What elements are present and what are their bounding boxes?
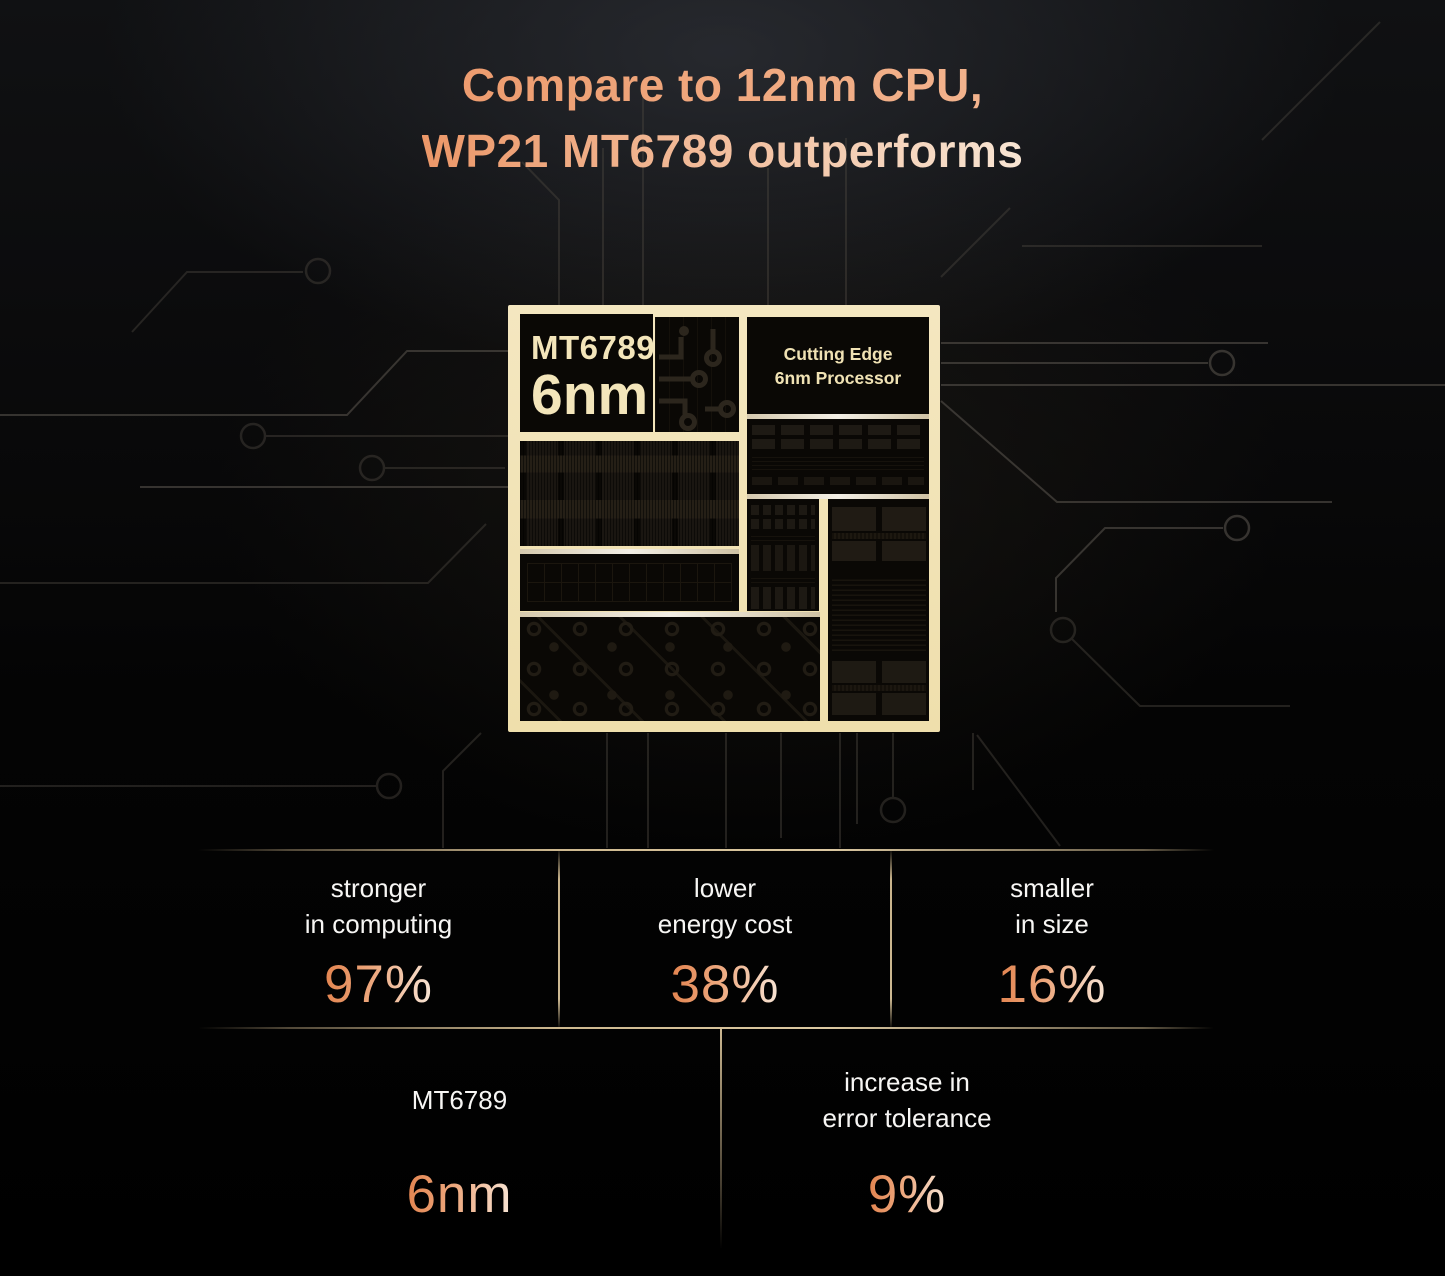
chip-separator	[747, 414, 929, 419]
stat-label-line: in computing	[304, 909, 453, 939]
chip-badge-block: Cutting Edge 6nm Processor	[747, 317, 929, 414]
stat-value: 6nm	[406, 1165, 513, 1224]
chip-badge-line-2: 6nm Processor	[774, 367, 902, 388]
chip-memory-block-right	[828, 499, 929, 721]
chip-model-label: MT6789	[531, 329, 656, 366]
stat-label: MT6789	[412, 1064, 507, 1136]
chip-transistor-block	[520, 441, 739, 546]
chip-badge-line-1: Cutting Edge	[783, 343, 893, 364]
stats-divider-1	[558, 851, 560, 1027]
chip-separator	[747, 494, 929, 499]
stat-value: 97%	[323, 955, 434, 1014]
stat-label-line: energy cost	[657, 909, 793, 939]
chip-illustration: MT6789 6nm Cutting Edge 6nm Processor	[508, 305, 940, 732]
stat-label-line: stronger	[330, 873, 427, 903]
stats-divider-3	[720, 1029, 722, 1249]
chip-memory-block-top-right	[747, 419, 929, 495]
stat-computing: stronger in computing 97%	[198, 850, 559, 1028]
title-line-2: WP21 MT6789 outperforms	[422, 118, 1024, 184]
stat-value: 16%	[997, 955, 1107, 1014]
stat-label-line: MT6789	[411, 1085, 508, 1115]
chip-separator	[520, 549, 739, 554]
chip-separator	[520, 612, 820, 617]
stats-divider-2	[890, 851, 892, 1027]
stat-label: smaller in size	[1010, 870, 1094, 942]
stat-label-line: error tolerance	[822, 1103, 992, 1133]
title-line-1: Compare to 12nm CPU,	[462, 52, 983, 118]
stat-label-line: lower	[693, 873, 757, 903]
stat-label-line: increase in	[844, 1067, 970, 1097]
stat-label: stronger in computing	[305, 870, 452, 942]
chip-trace-block-bottom	[520, 617, 820, 721]
stat-error-tolerance: increase in error tolerance 9%	[721, 1028, 1093, 1276]
stat-size: smaller in size 16%	[891, 850, 1213, 1028]
chip-trace-block-small	[655, 317, 739, 432]
stat-process-node: MT6789 6nm	[198, 1028, 721, 1276]
chip-memory-block-mid	[747, 499, 819, 611]
page-title: Compare to 12nm CPU, WP21 MT6789 outperf…	[0, 52, 1445, 184]
chip-die-label-block: MT6789 6nm	[520, 314, 656, 432]
stat-label-line: smaller	[1010, 873, 1094, 903]
stat-value: 9%	[867, 1165, 947, 1224]
stat-label: lower energy cost	[658, 870, 792, 942]
stat-label: increase in error tolerance	[822, 1064, 991, 1136]
chip-trace-glyph	[659, 326, 736, 431]
stats-top-line	[198, 849, 1214, 851]
stat-energy: lower energy cost 38%	[559, 850, 891, 1028]
stat-value: 38%	[670, 955, 780, 1014]
chip-process-label: 6nm	[531, 363, 649, 427]
stat-label-line: in size	[1015, 909, 1089, 939]
chip-cell-grid-block	[520, 554, 739, 611]
stats-middle-line	[198, 1027, 1214, 1029]
